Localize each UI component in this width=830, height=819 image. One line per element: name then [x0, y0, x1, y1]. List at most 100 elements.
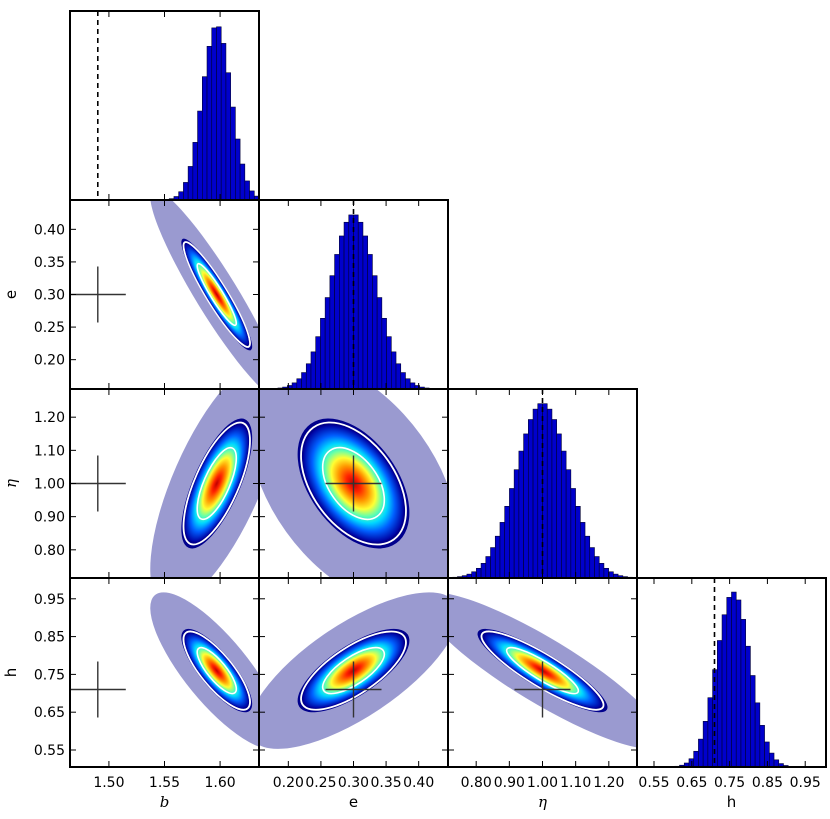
histogram-bar: [376, 297, 383, 389]
density-b-eta: 0.80 0.90 1.00 1.10 1.20: [34, 388, 260, 579]
x-axis-label-e: e: [349, 793, 358, 811]
contour-inner: [321, 646, 386, 695]
x-axis-label-h: h: [727, 793, 737, 811]
histogram-bar: [698, 738, 704, 767]
histogram-bar: [334, 254, 340, 389]
y-tick-label: 0.80: [34, 543, 65, 559]
histogram-bar: [310, 351, 317, 389]
histogram-bar: [220, 43, 227, 200]
histogram-bar: [386, 336, 392, 389]
contour-inner: [321, 446, 386, 521]
histogram-bar: [575, 506, 581, 578]
histogram-bar: [589, 547, 595, 578]
y-tick-label: 0.90: [34, 510, 65, 526]
histogram-bar: [750, 675, 756, 767]
y-tick-label: 0.55: [34, 743, 65, 759]
histogram-bar: [390, 351, 397, 389]
histogram-bar: [773, 759, 780, 767]
histogram-bar: [400, 372, 406, 389]
x-tick-label: 1.10: [560, 775, 591, 791]
histogram-bar: [570, 488, 576, 578]
histogram-bar: [754, 702, 761, 767]
histogram-bar: [249, 190, 255, 200]
x-tick-label: 1.60: [205, 775, 236, 791]
x-tick-label: 0.90: [494, 775, 525, 791]
histogram-bar: [693, 750, 699, 767]
density-core: [184, 244, 249, 345]
density-b-h: 1.50 1.55 1.60 0.55 0.65 0.75 0.85 0.95: [34, 577, 260, 791]
histogram-bar: [183, 182, 189, 200]
contour-outer: [182, 421, 251, 546]
x-tick-label: 1.20: [593, 775, 624, 791]
x-tick-label: 1.00: [527, 775, 558, 791]
y-tick-label: 1.00: [34, 477, 65, 493]
histogram-bar: [235, 138, 241, 200]
histogram-bar: [702, 721, 709, 767]
y-axis-label-h: h: [2, 668, 20, 678]
histogram-bar: [490, 547, 496, 578]
histogram-b: [69, 10, 260, 201]
histogram-bar: [315, 336, 321, 389]
histogram-bar: [202, 76, 208, 200]
y-tick-label: 0.75: [34, 667, 65, 683]
contour-outer: [182, 630, 251, 711]
histogram-bar: [504, 506, 510, 578]
histogram-bar: [513, 469, 520, 578]
histogram-bar: [395, 363, 402, 389]
y-tick-label: 1.20: [34, 410, 65, 426]
histogram-bar: [579, 522, 586, 578]
density-e-eta: [258, 388, 449, 579]
histogram-bar: [320, 318, 326, 389]
contour-outer: [480, 630, 605, 711]
histogram-bar: [339, 235, 345, 389]
y-tick-label: 0.40: [34, 222, 65, 238]
density-core: [184, 425, 249, 542]
histogram-e: [258, 199, 449, 390]
histogram-bar: [759, 725, 765, 767]
histogram-bar: [731, 591, 737, 767]
x-tick-label: 0.80: [461, 775, 492, 791]
histogram-bar: [494, 535, 501, 578]
histogram-bar: [192, 142, 198, 200]
histogram-bar: [372, 275, 378, 389]
x-tick-label: 0.95: [790, 775, 821, 791]
y-tick-label: 0.95: [34, 592, 65, 608]
histogram-bar: [476, 567, 482, 578]
panel-frame: [636, 577, 827, 768]
histogram-bar: [561, 450, 567, 578]
contour-inner: [196, 646, 238, 695]
histogram-bar: [499, 522, 506, 578]
y-axis-label-eta: η: [2, 479, 20, 488]
histogram-bar: [532, 408, 539, 578]
histogram-bar: [480, 563, 487, 578]
contour-inner: [196, 446, 238, 521]
contour-outer: [182, 241, 251, 348]
histogram-bar: [230, 106, 236, 200]
density-e-h: 0.20 0.25 0.30 0.35 0.40: [258, 577, 449, 791]
histogram-bar: [225, 72, 231, 200]
y-tick-label: 0.85: [34, 630, 65, 646]
y-axis-label-e: e: [2, 290, 20, 299]
histogram-eta: [447, 388, 638, 579]
histogram-bar: [343, 221, 350, 389]
histogram-bar: [556, 433, 562, 578]
y-tick-label: 0.35: [34, 255, 65, 271]
histogram-bar: [565, 469, 572, 578]
y-tick-label: 0.25: [34, 320, 65, 336]
histogram-bar: [381, 318, 387, 389]
histogram-bar: [546, 408, 553, 578]
x-axis-label-eta: η: [538, 793, 547, 811]
histogram-bar: [239, 163, 246, 200]
histogram-bar: [405, 378, 411, 389]
density-core: [184, 633, 249, 709]
x-tick-label: 0.40: [403, 775, 434, 791]
histogram-bar: [551, 419, 557, 578]
histogram-bar: [528, 419, 534, 578]
histogram-bar: [367, 254, 373, 389]
y-tick-label: 1.10: [34, 443, 65, 459]
x-tick-label: 0.20: [273, 775, 304, 791]
histogram-bar: [187, 166, 194, 200]
histogram-bar: [523, 433, 529, 578]
histogram-bar: [296, 378, 302, 389]
